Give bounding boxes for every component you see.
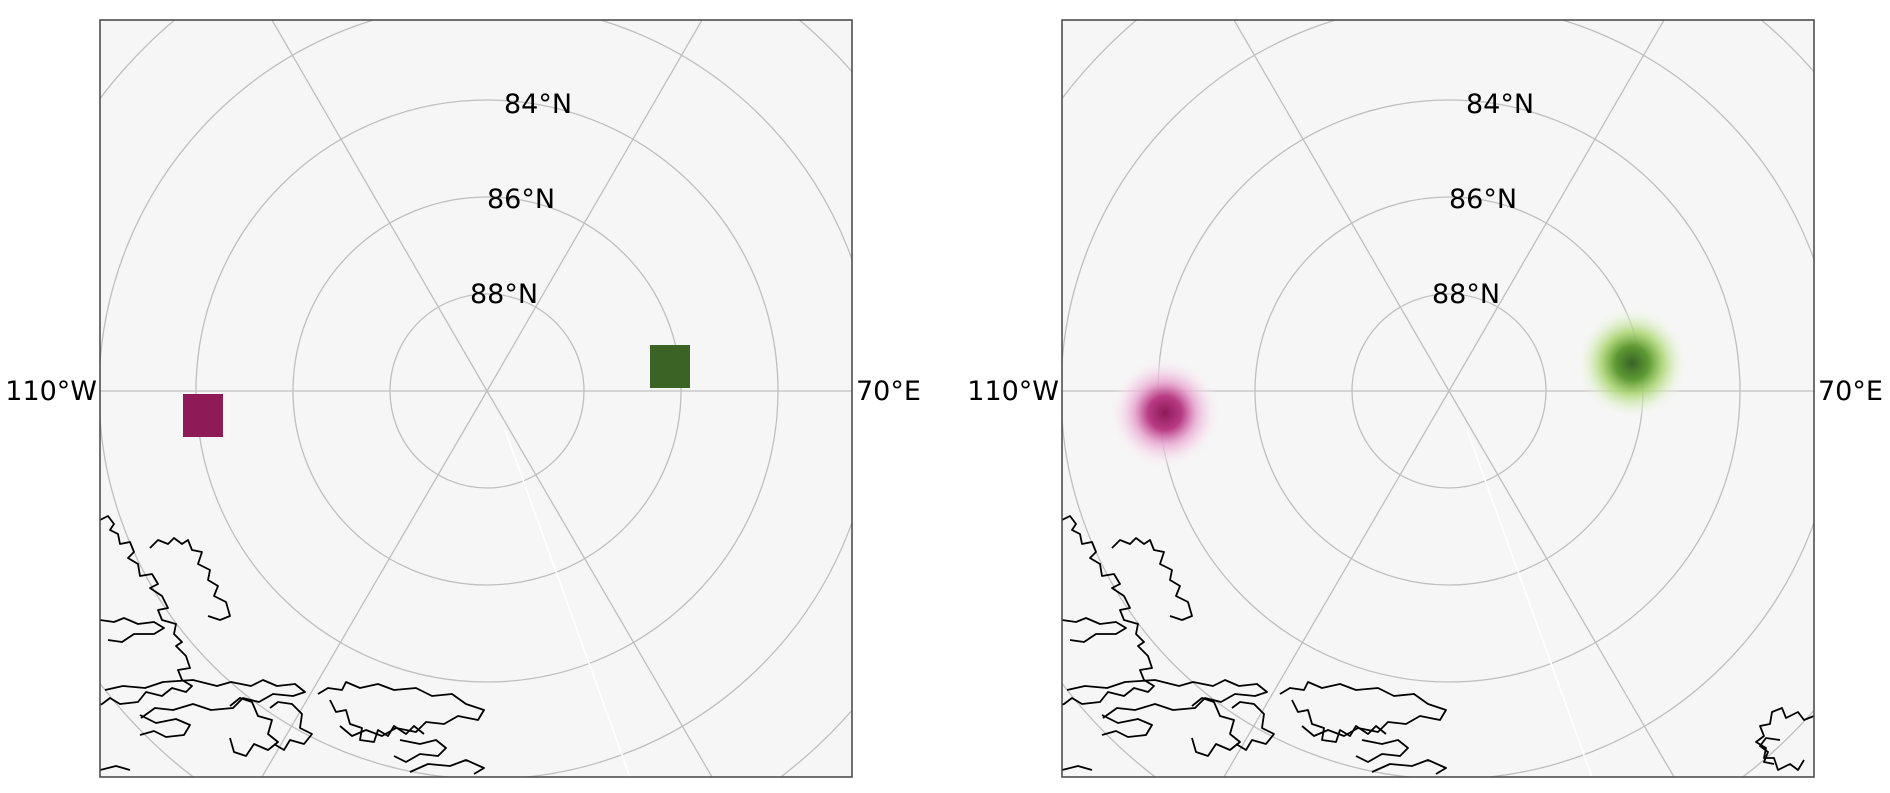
lon-label-west: 110°W: [5, 376, 97, 407]
green-box: [650, 345, 690, 388]
magenta-box: [183, 394, 223, 437]
lat-label-88: 88°N: [1432, 279, 1500, 310]
map-frame: [99, 19, 853, 778]
coastline-canadian-arctic: [100, 515, 485, 775]
green-blob: [1576, 307, 1688, 419]
lat-label-86: 86°N: [1449, 184, 1517, 215]
map-frame: [1061, 19, 1815, 778]
map-panel-left: 84°N 86°N 88°N 110°W 70°E: [5, 19, 921, 778]
ocean-background: [100, 20, 852, 777]
lon-label-east: 70°E: [1818, 376, 1883, 407]
coastline-canadian-arctic: [1062, 515, 1814, 775]
map-panel-right: 84°N 86°N 88°N 110°W 70°E: [967, 19, 1883, 778]
magenta-blob: [1109, 357, 1221, 469]
lat-label-84: 84°N: [1466, 89, 1534, 120]
lat-label-88: 88°N: [470, 279, 538, 310]
lon-label-east: 70°E: [856, 376, 921, 407]
lat-label-84: 84°N: [504, 89, 572, 120]
lat-label-86: 86°N: [487, 184, 555, 215]
graticule-meridians: [100, 20, 852, 777]
lon-label-west: 110°W: [967, 376, 1059, 407]
